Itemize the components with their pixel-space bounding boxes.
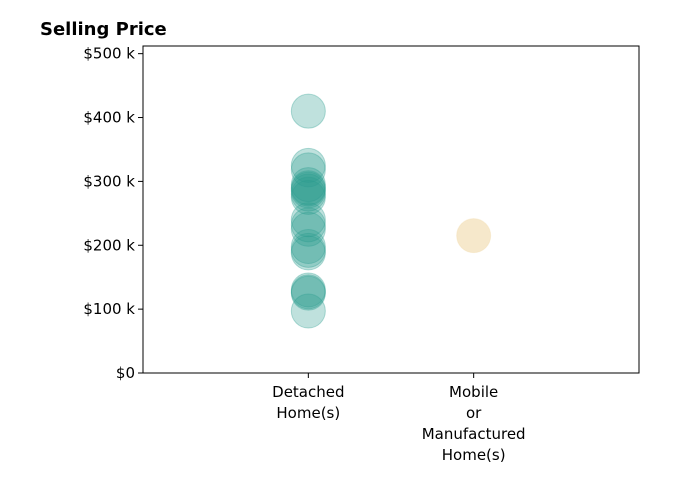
x-tick-label: Mobile or Manufactured Home(s) — [422, 383, 526, 464]
data-point — [290, 202, 326, 238]
x-tick-label: Detached Home(s) — [272, 383, 344, 422]
data-point — [290, 173, 326, 209]
y-tick-label: $400 k — [83, 109, 135, 127]
data-point — [290, 211, 326, 247]
data-point — [290, 179, 326, 215]
data-point — [290, 170, 326, 206]
y-tick-label: $0 — [116, 364, 135, 382]
data-point — [290, 275, 326, 311]
data-point — [290, 229, 326, 265]
data-points — [290, 93, 492, 329]
y-tick-label: $300 k — [83, 172, 135, 190]
y-tick-label: $100 k — [83, 300, 135, 318]
data-point — [290, 235, 326, 271]
plot-frame — [142, 45, 640, 374]
data-point — [290, 152, 326, 188]
data-point — [290, 171, 326, 207]
data-point — [290, 176, 326, 212]
x-axis: Detached Home(s) Mobile or Manufactured Home(… — [272, 373, 526, 464]
data-point — [290, 293, 326, 329]
data-point — [290, 147, 326, 183]
data-point — [290, 232, 326, 268]
y-tick-label: $200 k — [83, 236, 135, 254]
y-axis: $0 $100 k $200 k $300 k $400 k $500 k — [83, 45, 143, 382]
data-point — [290, 274, 326, 310]
data-point — [290, 207, 326, 243]
chart-title: Selling Price — [40, 19, 167, 40]
data-point — [290, 93, 326, 129]
data-point — [290, 272, 326, 308]
y-tick-label: $500 k — [83, 45, 135, 63]
data-point — [290, 167, 326, 203]
data-point — [456, 218, 492, 254]
